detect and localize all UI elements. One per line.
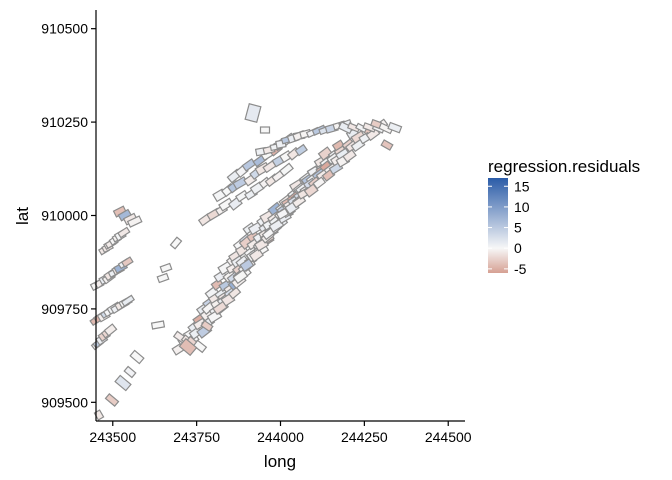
parcel (169, 236, 183, 250)
x-axis-title: long (264, 452, 296, 471)
parcel (244, 102, 262, 124)
legend-colorbar (488, 178, 508, 273)
legend-label: 15 (514, 178, 530, 194)
parcel (123, 365, 137, 379)
parcel (354, 122, 368, 134)
parcel (103, 323, 118, 337)
x-tick-label: 243750 (173, 429, 220, 445)
parcel (200, 319, 214, 333)
parcel (259, 126, 271, 134)
parcel (279, 162, 294, 177)
x-tick-label: 244250 (341, 429, 388, 445)
parcel (291, 194, 307, 209)
parcel (387, 121, 403, 134)
parcel (232, 269, 249, 285)
legend-label: -5 (514, 261, 527, 277)
parcel (241, 158, 257, 172)
y-tick-label: 909750 (41, 301, 88, 317)
parcel (120, 256, 134, 268)
parcel (178, 337, 198, 357)
x-ticks: 243500 243750 244000 244250 244500 (89, 421, 472, 445)
parcel-layer (89, 102, 403, 421)
y-ticks: 909500 909750 910000 910250 910500 (41, 21, 96, 410)
parcel (159, 262, 173, 274)
legend-label: 5 (514, 220, 522, 236)
y-tick-label: 909500 (41, 394, 88, 410)
y-axis-title: lat (13, 207, 32, 225)
legend-label: 0 (514, 240, 522, 256)
parcel (120, 294, 136, 307)
legend: regression.residuals 15 10 5 0 -5 (488, 157, 640, 277)
parcel (342, 149, 357, 163)
legend-title: regression.residuals (488, 157, 640, 176)
parcel (380, 139, 394, 151)
axes: 243500 243750 244000 244250 244500 909500909… (13, 10, 472, 471)
legend-ticks: 15 10 5 0 -5 (488, 178, 530, 277)
legend-label: 10 (514, 199, 530, 215)
parcel (337, 121, 354, 135)
parcel (369, 118, 383, 130)
parcel (156, 272, 170, 284)
y-tick-label: 910500 (41, 21, 88, 37)
y-tick-label: 910250 (41, 114, 88, 130)
parcel (192, 339, 208, 354)
parcel (227, 286, 242, 300)
x-tick-label: 244000 (257, 429, 304, 445)
parcel (275, 207, 290, 220)
x-tick-label: 244500 (425, 429, 472, 445)
parcel (294, 143, 308, 157)
parcel (210, 277, 224, 291)
parcel (104, 392, 120, 408)
x-tick-label: 243500 (89, 429, 136, 445)
parcel (212, 300, 228, 316)
parcel (129, 349, 145, 365)
parcel (117, 226, 131, 239)
parcel (114, 374, 132, 392)
parcel (126, 215, 143, 228)
parcel (150, 320, 166, 330)
y-tick-label: 910000 (41, 208, 88, 224)
parcel (312, 176, 327, 190)
parcel (248, 247, 265, 263)
